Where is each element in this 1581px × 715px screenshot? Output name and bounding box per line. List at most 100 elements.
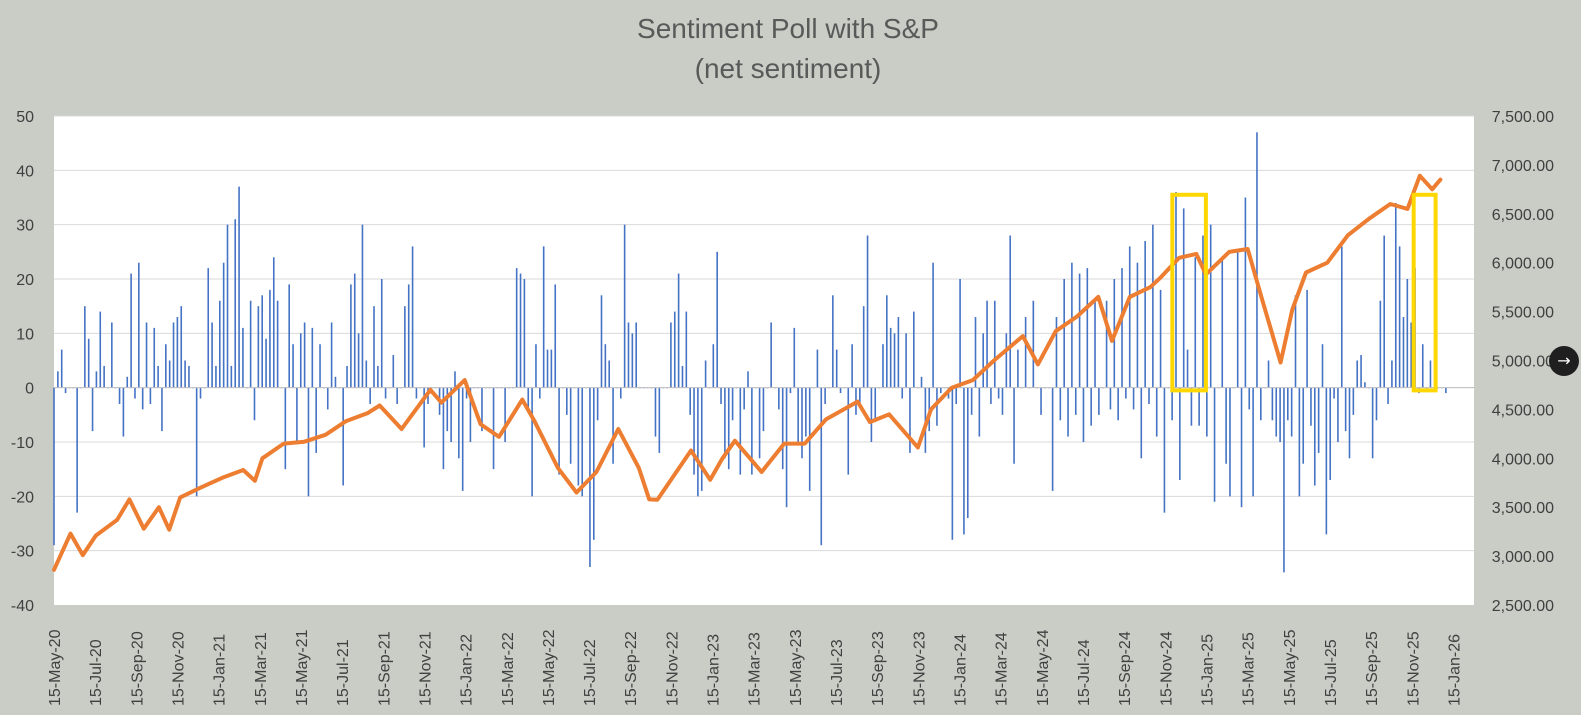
left-tick-label: 10 <box>16 326 34 343</box>
right-tick-label: 2,500.00 <box>1492 598 1554 615</box>
sentiment-bar <box>963 387 965 535</box>
right-axis-ticks: 7,500.00 7,000.00 6,500.00 6,000.00 5,500.00… <box>1492 109 1554 615</box>
x-tick-label: 15-May-25 <box>1282 629 1299 706</box>
sentiment-bar <box>1394 202 1397 388</box>
sentiment-bar <box>265 338 267 388</box>
sentiment-bar <box>1236 251 1239 388</box>
sentiment-bar <box>1009 235 1011 388</box>
sentiment-bar <box>1051 387 1054 491</box>
sentiment-bar <box>1086 268 1089 388</box>
sentiment-bar <box>997 387 1000 399</box>
sentiment-bar <box>1256 132 1258 388</box>
x-tick-label: 15-Sep-22 <box>623 631 640 706</box>
left-tick-label: -20 <box>11 489 34 506</box>
sentiment-bar <box>326 387 329 410</box>
x-tick-label: 15-Nov-25 <box>1405 631 1422 706</box>
sentiment-bar <box>982 333 985 388</box>
sentiment-bar <box>168 360 171 388</box>
sentiment-bar <box>1229 387 1231 497</box>
sentiment-bar <box>542 246 545 388</box>
sp500-line-path <box>52 173 1443 572</box>
sentiment-bar <box>407 284 410 388</box>
sentiment-bar <box>1055 317 1058 388</box>
sentiment-bar <box>731 387 734 421</box>
chart-subtitle: (net sentiment) <box>695 53 882 84</box>
sentiment-bar <box>712 344 715 388</box>
chart-title: Sentiment Poll with S&P <box>637 13 939 44</box>
sentiment-bar <box>384 387 387 399</box>
sentiment-bar <box>99 311 102 388</box>
sentiment-bar <box>909 387 911 453</box>
sentiment-bar <box>442 387 445 470</box>
sentiment-bar <box>1071 262 1073 388</box>
left-tick-label: 0 <box>25 381 34 398</box>
sentiment-bar <box>141 387 144 410</box>
x-tick-label: 15-Jan-22 <box>459 634 476 706</box>
sentiment-bar <box>296 387 298 442</box>
sentiment-bar <box>350 284 352 388</box>
sentiment-bar <box>1090 387 1092 426</box>
x-tick-label: 15-Mar-21 <box>253 632 270 706</box>
sentiment-bar <box>631 333 634 388</box>
sentiment-bar <box>60 349 63 388</box>
plot-area <box>54 116 1474 605</box>
sentiment-bar <box>835 349 838 388</box>
sentiment-bar <box>53 387 55 546</box>
x-tick-label: 15-Jul-22 <box>582 639 599 706</box>
x-tick-label: 15-Sep-20 <box>129 631 146 706</box>
sentiment-bar <box>284 387 287 470</box>
sentiment-bar <box>847 387 850 475</box>
sentiment-bar <box>539 387 541 399</box>
sentiment-bar <box>566 387 568 415</box>
sentiment-bar <box>889 327 892 388</box>
sentiment-bar <box>882 344 884 388</box>
sentiment-bar <box>627 322 630 388</box>
sentiment-bar <box>95 371 98 388</box>
sentiment-bar <box>446 387 449 432</box>
sentiment-bar <box>546 349 549 388</box>
sentiment-bar <box>1194 257 1197 388</box>
sentiment-bar <box>257 306 260 388</box>
sentiment-bar <box>893 333 896 388</box>
sentiment-bar <box>230 365 233 388</box>
sentiment-bar <box>91 387 94 432</box>
sentiment-bar <box>581 387 584 497</box>
sentiment-bar <box>832 295 834 388</box>
sentiment-bar <box>793 327 796 388</box>
sentiment-bar <box>905 333 907 388</box>
sentiment-bar <box>365 360 368 388</box>
sentiment-bar <box>519 273 522 388</box>
sentiment-bar <box>288 284 290 388</box>
sentiment-bar <box>1163 387 1166 513</box>
sentiment-bar <box>454 371 456 388</box>
sentiment-bar <box>658 387 661 453</box>
sentiment-bar <box>392 355 395 388</box>
right-tick-label: 3,500.00 <box>1492 500 1554 517</box>
next-arrow-button[interactable]: → <box>1549 346 1579 376</box>
sentiment-bar <box>1202 235 1204 388</box>
sentiment-bar <box>959 279 961 388</box>
sentiment-bar <box>1221 257 1224 388</box>
x-tick-label: 15-Jul-23 <box>829 639 846 706</box>
sentiment-bar <box>1344 387 1347 432</box>
sentiment-bar <box>1248 387 1251 410</box>
x-tick-label: 15-Sep-23 <box>870 631 887 706</box>
highlight-boxes <box>1170 192 1438 393</box>
x-tick-label: 15-Jul-21 <box>335 639 352 706</box>
sentiment-bar <box>1128 246 1131 388</box>
left-tick-label: 20 <box>16 272 34 289</box>
sentiment-bar <box>1329 387 1332 481</box>
sentiment-bar <box>161 387 163 432</box>
sentiment-bar <box>145 322 148 388</box>
sentiment-bar <box>215 365 217 388</box>
sentiment-bar <box>592 387 595 540</box>
sentiment-bar <box>1032 300 1035 388</box>
sentiment-bar <box>1356 360 1359 388</box>
sentiment-bar <box>978 387 981 437</box>
right-tick-label: 7,000.00 <box>1492 158 1554 175</box>
sentiment-bar <box>249 300 252 388</box>
sentiment-bar <box>272 257 275 388</box>
sentiment-bar <box>118 387 121 404</box>
sentiment-bar <box>319 344 321 388</box>
x-tick-label: 15-Nov-20 <box>171 631 188 706</box>
